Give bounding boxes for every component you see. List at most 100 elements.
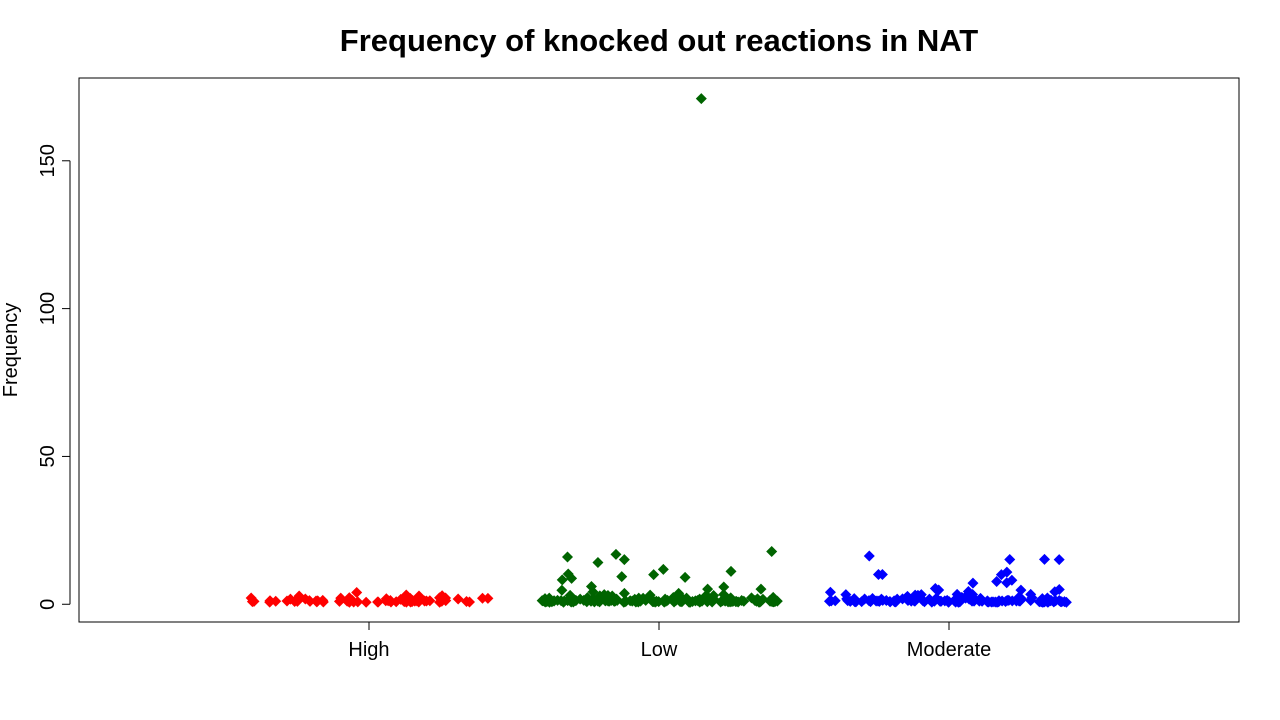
data-point	[764, 595, 776, 607]
data-point	[648, 569, 660, 581]
data-point	[610, 548, 622, 560]
x-axis: High Low Moderate	[348, 622, 991, 661]
data-point	[556, 584, 568, 596]
data-point	[281, 595, 293, 607]
data-point	[264, 595, 276, 607]
data-point	[567, 596, 579, 608]
data-point	[967, 577, 979, 589]
data-point	[609, 595, 621, 607]
data-point	[730, 595, 742, 607]
data-point	[1025, 595, 1037, 607]
data-point	[715, 596, 727, 608]
data-point	[599, 594, 611, 606]
x-tick-label: Moderate	[907, 639, 992, 661]
data-point	[856, 596, 868, 608]
data-point	[872, 568, 884, 580]
data-point	[668, 596, 680, 608]
data-point	[616, 571, 628, 583]
data-point	[991, 575, 1003, 587]
x-tick-label: High	[348, 639, 389, 661]
data-point	[829, 595, 841, 607]
data-point	[943, 596, 955, 608]
data-point	[696, 595, 708, 607]
data-point	[562, 568, 574, 580]
data-point	[824, 586, 836, 598]
data-point	[1037, 594, 1049, 606]
data-point	[676, 596, 688, 608]
data-point	[434, 596, 446, 608]
data-point	[245, 592, 257, 604]
data-point	[1056, 596, 1068, 608]
data-point	[918, 596, 930, 608]
data-point	[884, 595, 896, 607]
data-point	[842, 595, 854, 607]
data-point	[461, 596, 473, 608]
data-point	[289, 595, 301, 607]
data-point	[766, 545, 778, 557]
data-point	[304, 595, 316, 607]
data-point	[1000, 595, 1012, 607]
data-point	[718, 581, 730, 593]
data-point	[1001, 566, 1013, 578]
data-point	[863, 550, 875, 562]
x-tick-label: Low	[641, 639, 678, 661]
data-point	[380, 595, 392, 607]
data-point	[864, 596, 876, 608]
data-point	[933, 584, 945, 596]
data-point	[771, 595, 783, 607]
data-point	[647, 596, 659, 608]
data-point	[592, 557, 604, 569]
data-point	[424, 595, 436, 607]
data-point	[877, 594, 889, 606]
data-point	[588, 596, 600, 608]
y-tick-label: 0	[37, 599, 59, 610]
data-point	[679, 571, 691, 583]
data-point	[755, 583, 767, 595]
data-point	[909, 595, 921, 607]
data-point	[725, 565, 737, 577]
data-point	[753, 596, 765, 608]
data-point	[482, 592, 494, 604]
data-point	[537, 595, 549, 607]
plot-frame	[78, 77, 1240, 623]
data-point	[407, 595, 419, 607]
data-point	[968, 595, 980, 607]
data-point	[620, 595, 632, 607]
data-point	[452, 593, 464, 605]
data-point	[849, 595, 861, 607]
data-point	[558, 595, 570, 607]
data-point	[1004, 554, 1016, 566]
data-point	[707, 594, 719, 606]
data-point	[1039, 553, 1051, 565]
data-point	[987, 596, 999, 608]
data-point	[976, 595, 988, 607]
data-point	[317, 594, 329, 606]
data-point	[1049, 586, 1061, 598]
data-point	[695, 93, 707, 105]
data-point	[556, 574, 568, 586]
data-point	[360, 596, 372, 608]
data-point	[341, 595, 353, 607]
data-point	[618, 587, 630, 599]
data-point	[954, 595, 966, 607]
data-point	[618, 554, 630, 566]
chart-title: Frequency of knocked out reactions in NA…	[340, 23, 979, 58]
y-tick-label: 150	[37, 144, 59, 177]
y-tick-label: 100	[37, 292, 59, 325]
data-point	[352, 596, 364, 608]
data-points	[245, 93, 1072, 608]
data-point	[561, 551, 573, 563]
data-point	[626, 595, 638, 607]
data-point	[548, 595, 560, 607]
data-point	[1053, 554, 1065, 566]
data-point	[928, 595, 940, 607]
data-point	[372, 596, 384, 608]
y-axis: 0 50 100 150	[37, 144, 71, 610]
data-point	[351, 586, 363, 598]
data-point	[657, 563, 669, 575]
y-axis-label: Frequency	[0, 303, 22, 398]
y-tick-label: 50	[37, 445, 59, 467]
data-point	[1014, 595, 1026, 607]
data-point	[1001, 577, 1013, 589]
